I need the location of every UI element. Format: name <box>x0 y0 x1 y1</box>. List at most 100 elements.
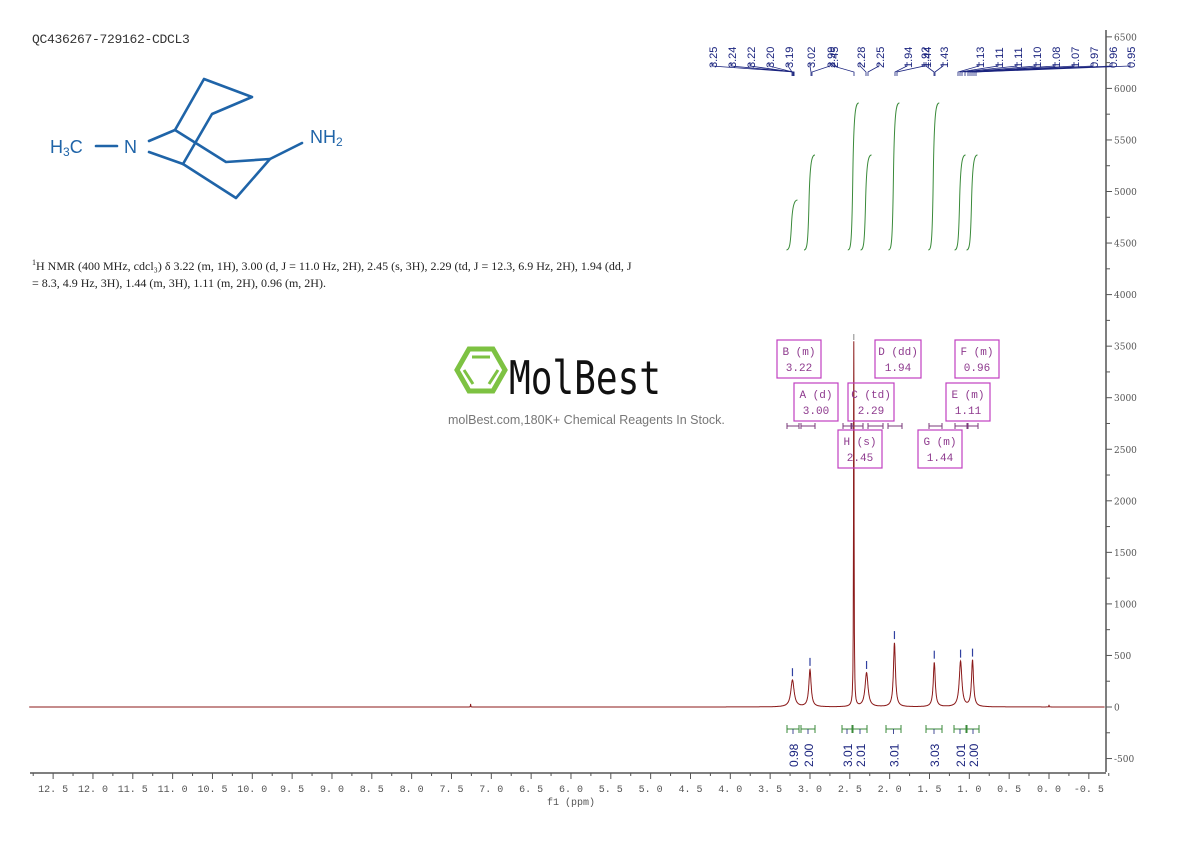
y-tick-label: 5000 <box>1114 188 1137 198</box>
svg-text:3.00: 3.00 <box>803 406 829 418</box>
nitrogen-label: N <box>124 137 137 157</box>
peak-label: 1.07 <box>1070 47 1082 68</box>
spectrum-trace <box>29 334 1105 708</box>
multiplet-box-F: F (m) 0.96 <box>954 339 1000 379</box>
peak-label: 1.92 <box>920 47 932 68</box>
y-tick-label: 6000 <box>1114 85 1137 95</box>
integral-curve <box>928 102 940 251</box>
svg-text:3.22: 3.22 <box>786 363 812 375</box>
x-tick-label: 2. 0 <box>878 785 902 796</box>
x-tick-label: -0. 5 <box>1074 785 1104 796</box>
multiplet-box-E: E (m) 1.11 <box>945 382 991 422</box>
x-tick-label: 11. 0 <box>158 785 188 796</box>
integral-curve <box>786 199 798 251</box>
x-tick-label: 2. 5 <box>838 785 862 796</box>
peak-label: 1.43 <box>939 47 951 68</box>
integral-curve <box>888 102 900 251</box>
svg-text:0.96: 0.96 <box>964 363 990 375</box>
x-tick-label: 0. 0 <box>1037 785 1061 796</box>
integral-value: 2.01 <box>954 743 968 767</box>
multiplet-boxes: B (m) 3.22 A (d) 3.00 H (s) 2.45 C (td) 2.29 D (… <box>776 339 1000 469</box>
chemical-structure: H3C N NH2 <box>50 77 343 200</box>
x-axis: 12. 5 12. 0 11. 5 11. 0 10. 5 10. 0 9. 5 9. 0 8.… <box>30 772 1110 809</box>
multiplet-box-G: G (m) 1.44 <box>917 429 963 469</box>
x-tick-label: 1. 5 <box>917 785 941 796</box>
integral-curve <box>954 154 966 251</box>
y-tick-label: -500 <box>1114 755 1134 765</box>
x-tick-label: 11. 5 <box>118 785 148 796</box>
peak-label: 1.13 <box>975 47 987 68</box>
svg-text:1.11: 1.11 <box>955 406 982 418</box>
svg-text:G (m): G (m) <box>923 437 956 449</box>
x-tick-label: 12. 5 <box>38 785 68 796</box>
peak-label: 0.97 <box>1089 47 1101 68</box>
x-tick-label: 8. 5 <box>360 785 384 796</box>
y-axis: 6500600055005000450040003500300025002000… <box>1105 30 1137 772</box>
peak-label: 0.95 <box>1126 47 1138 68</box>
integral-curve <box>803 154 816 251</box>
peak-label: 1.11 <box>994 47 1006 68</box>
y-tick-label: 0 <box>1114 704 1120 714</box>
x-axis-title: f1 (ppm) <box>547 797 595 809</box>
peak-label: 1.11 <box>1013 47 1025 68</box>
x-tick-label: 6. 0 <box>559 785 583 796</box>
amine-group-label: NH2 <box>310 127 343 149</box>
peak-label: 1.08 <box>1051 47 1063 68</box>
nmr-description: 1H NMR (400 MHz, cdcl₃) δ 3.22 (m, 1H), … <box>32 258 632 290</box>
integral-value: 2.00 <box>802 743 816 767</box>
multiplet-box-D: D (dd) 1.94 <box>874 339 922 379</box>
peak-label: 3.19 <box>784 47 796 68</box>
svg-text:1.94: 1.94 <box>885 363 912 375</box>
x-tick-label: 10. 5 <box>197 785 227 796</box>
peak-label: 2.25 <box>875 47 887 68</box>
x-tick-label: 4. 0 <box>718 785 742 796</box>
integral-value: 3.03 <box>928 743 942 767</box>
multiplet-box-A: A (d) 3.00 <box>793 382 839 422</box>
peak-label: 1.10 <box>1032 47 1044 68</box>
x-tick-label: 9. 5 <box>280 785 304 796</box>
peak-label: 2.99 <box>826 47 838 68</box>
multiplet-box-C: C (td) 2.29 <box>847 382 895 422</box>
peak-label: 1.44 <box>922 47 934 68</box>
peak-label: 3.02 <box>806 47 818 68</box>
peak-label: 3.22 <box>746 47 758 68</box>
x-tick-label: 0. 5 <box>997 785 1021 796</box>
peak-labels: 3.25 3.24 3.22 3.20 3.19 3.02 2.992.45 2.28 2.25… <box>708 47 1138 76</box>
svg-text:1.44: 1.44 <box>927 453 954 465</box>
multiplet-box-H: H (s) 2.45 <box>837 429 883 469</box>
y-tick-label: 500 <box>1114 652 1131 662</box>
integral-value: 2.01 <box>854 743 868 767</box>
y-tick-label: 1000 <box>1114 600 1137 610</box>
integral-curves <box>786 102 978 251</box>
y-tick-label: 5500 <box>1114 136 1137 146</box>
y-tick-label: 6500 <box>1114 33 1137 43</box>
peak-label: 0.96 <box>1108 47 1120 68</box>
svg-text:C (td): C (td) <box>851 390 891 402</box>
multiplet-box-B: B (m) 3.22 <box>776 339 822 379</box>
y-tick-label: 3500 <box>1114 343 1137 353</box>
y-tick-label: 3000 <box>1114 394 1137 404</box>
svg-text:2.45: 2.45 <box>847 453 873 465</box>
x-tick-label: 4. 5 <box>678 785 702 796</box>
watermark-tagline: molBest.com,180K+ Chemical Reagents In S… <box>448 413 725 427</box>
svg-text:B (m): B (m) <box>782 347 815 359</box>
x-tick-label: 12. 0 <box>78 785 108 796</box>
integral-value: 3.01 <box>888 743 902 767</box>
svg-text:D (dd): D (dd) <box>878 347 918 359</box>
x-tick-label: 1. 0 <box>957 785 981 796</box>
x-tick-label: 5. 5 <box>599 785 623 796</box>
y-tick-label: 1500 <box>1114 549 1137 559</box>
integral-curve <box>847 102 859 251</box>
integral-value: 0.98 <box>787 743 801 767</box>
x-tick-label: 3. 0 <box>798 785 822 796</box>
svg-text:2.29: 2.29 <box>858 406 884 418</box>
integral-value: 2.00 <box>967 743 981 767</box>
peak-label: 2.45 <box>829 47 841 68</box>
peak-label: 3.25 <box>708 47 720 68</box>
svg-text:F (m): F (m) <box>960 347 993 359</box>
x-tick-label: 5. 0 <box>639 785 663 796</box>
x-tick-label: 10. 0 <box>237 785 267 796</box>
methyl-group-label: H3C <box>50 137 83 159</box>
integral-value: 3.01 <box>841 743 855 767</box>
